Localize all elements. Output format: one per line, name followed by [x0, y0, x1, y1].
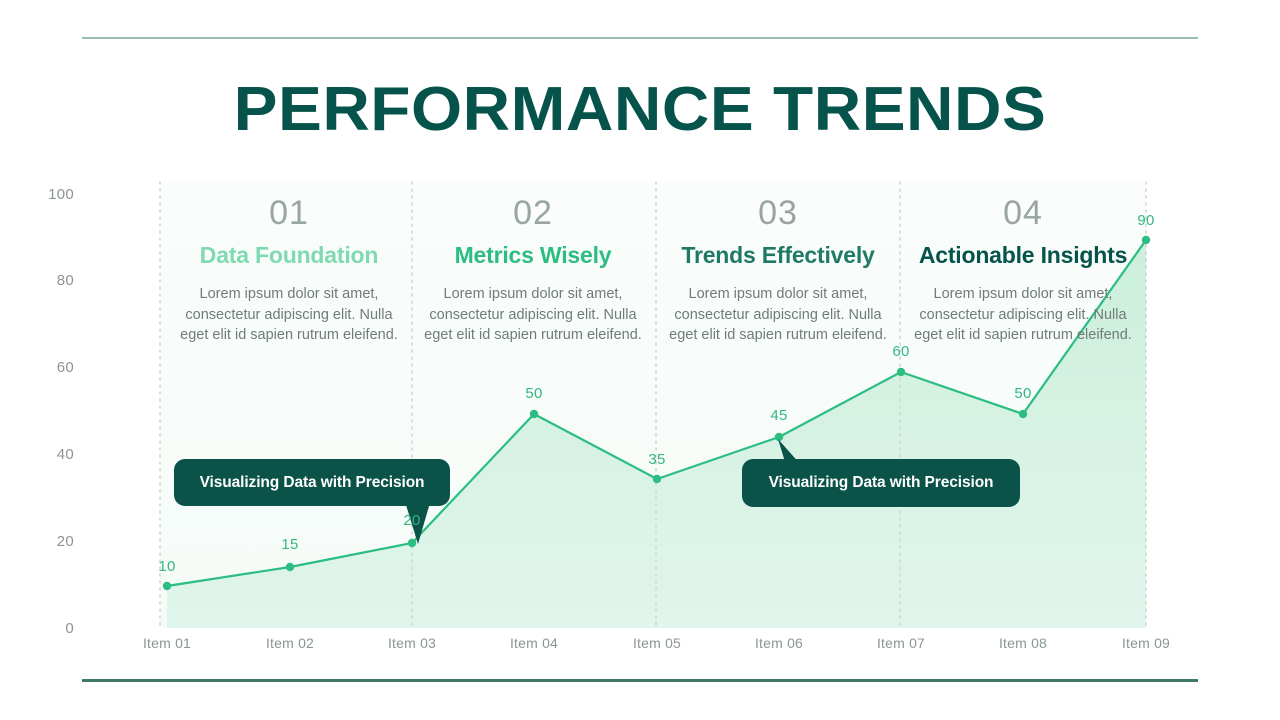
column-heading-02: Metrics Wisely [454, 242, 612, 268]
column-body-04: Lorem ipsum dolor sit amet, consectetur … [914, 286, 1132, 344]
point-label-item-04: 50 [525, 385, 543, 402]
page-title: PERFORMANCE TRENDS [233, 75, 1047, 144]
y-axis-tick-20: 20 [56, 533, 74, 550]
y-axis-tick-0: 0 [65, 620, 74, 637]
column-number-04: 04 [1003, 194, 1043, 232]
y-axis-tick-60: 60 [56, 359, 74, 376]
chart-marker [529, 409, 539, 419]
chart-marker [1018, 409, 1028, 419]
x-axis-tick-2: Item 02 [265, 635, 315, 651]
point-label-item-05: 35 [648, 451, 666, 468]
column-panel-03: 03 Trends Effectively Lorem ipsum dolor … [663, 196, 893, 346]
chart-marker [1141, 235, 1151, 245]
column-number-02: 02 [513, 194, 553, 232]
y-axis-tick-80: 80 [56, 272, 74, 289]
chart-marker [162, 581, 172, 591]
chart-marker [407, 538, 417, 548]
column-number-01: 01 [269, 194, 309, 232]
top-divider-rule [82, 37, 1198, 39]
y-axis-tick-100: 100 [48, 186, 74, 203]
chart-marker [774, 432, 784, 442]
x-axis-tick-8: Item 08 [998, 635, 1048, 651]
point-label-item-08: 50 [1014, 385, 1032, 402]
x-axis-tick-4: Item 04 [509, 635, 559, 651]
x-axis-tick-3: Item 03 [387, 635, 437, 651]
column-panel-01: 01 Data Foundation Lorem ipsum dolor sit… [174, 196, 404, 346]
point-label-item-01: 10 [158, 558, 176, 575]
y-axis-tick-40: 40 [56, 446, 74, 463]
column-body-03: Lorem ipsum dolor sit amet, consectetur … [669, 286, 887, 344]
column-heading-03: Trends Effectively [681, 242, 875, 268]
column-heading-01: Data Foundation [199, 242, 379, 268]
chart-marker [652, 474, 662, 484]
point-label-item-07: 60 [892, 343, 910, 360]
x-axis-tick-9: Item 09 [1121, 635, 1171, 651]
point-label-item-09: 90 [1137, 212, 1155, 229]
point-label-item-02: 15 [281, 536, 299, 553]
x-axis-tick-1: Item 01 [142, 635, 192, 651]
point-label-item-03: 20 [403, 512, 421, 529]
chart-marker [896, 367, 906, 377]
column-heading-04: Actionable Insights [918, 242, 1128, 268]
column-panel-02: 02 Metrics Wisely Lorem ipsum dolor sit … [418, 196, 648, 346]
chart-tooltip-1[interactable]: Visualizing Data with Precision [174, 459, 450, 506]
column-number-03: 03 [758, 194, 798, 232]
column-panel-04: 04 Actionable Insights Lorem ipsum dolor… [908, 196, 1138, 346]
bottom-divider-rule [82, 679, 1198, 682]
column-body-02: Lorem ipsum dolor sit amet, consectetur … [424, 286, 642, 344]
chart-marker [285, 562, 295, 572]
x-axis-tick-6: Item 06 [754, 635, 804, 651]
chart-tooltip-2[interactable]: Visualizing Data with Precision [742, 459, 1020, 507]
x-axis-tick-5: Item 05 [632, 635, 682, 651]
point-label-item-06: 45 [770, 407, 788, 424]
column-body-01: Lorem ipsum dolor sit amet, consectetur … [180, 286, 398, 344]
x-axis-tick-7: Item 07 [876, 635, 926, 651]
